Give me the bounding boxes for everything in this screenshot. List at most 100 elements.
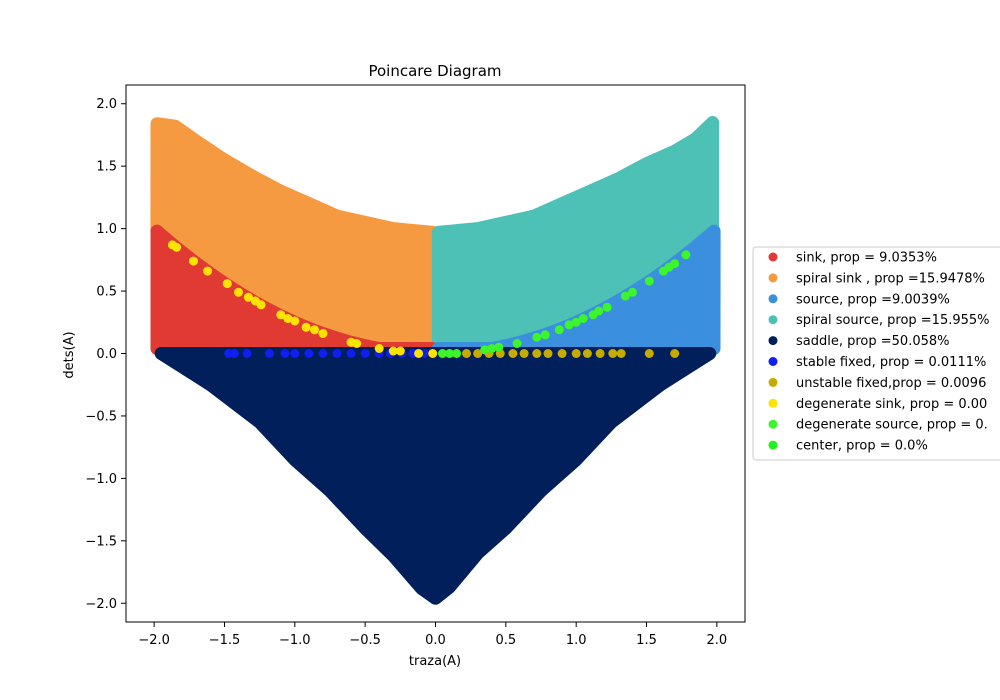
degenerate-sink-point (276, 310, 286, 320)
degenerate-sink-point (256, 300, 266, 310)
degenerate-source-point (681, 250, 691, 260)
legend-marker (768, 398, 778, 408)
stable-fixed-point (332, 349, 342, 358)
legend-marker (768, 294, 778, 304)
legend-frame (752, 246, 1000, 461)
degenerate-source-point (532, 332, 542, 342)
degenerate-source-point (512, 339, 522, 348)
degenerate-source-point (438, 349, 447, 358)
y-tick-label: 0.5 (96, 285, 117, 300)
degenerate-source-point (594, 306, 604, 316)
degenerate-sink-point (352, 339, 362, 348)
degenerate-sink-point (395, 346, 405, 356)
degenerate-source-point (445, 349, 455, 358)
degenerate-source-point (628, 287, 637, 297)
x-tick-label: 1.0 (566, 633, 587, 648)
degenerate-source-point (602, 302, 612, 312)
y-tick-label: −0.5 (85, 409, 117, 424)
x-tick-label: −1.5 (209, 633, 241, 648)
legend-label: degenerate source, prop = 0. (796, 418, 988, 433)
degenerate-sink-point (203, 266, 213, 276)
stable-fixed-point (346, 349, 356, 358)
x-tick-label: −1.0 (279, 633, 311, 648)
degenerate-sink-point (222, 279, 232, 289)
degenerate-sink-point (310, 325, 319, 335)
legend-label: source, prop =9.0039% (796, 292, 950, 307)
y-axis-label: dets(A) (62, 331, 77, 378)
unstable-fixed-point (616, 349, 626, 358)
legend-label: unstable fixed,prop = 0.0096 (796, 376, 986, 391)
unstable-fixed-point (462, 349, 471, 358)
y-tick-label: −1.5 (85, 534, 117, 549)
degenerate-sink-point (318, 329, 328, 338)
unstable-fixed-point (557, 349, 567, 358)
y-tick-label: 0.0 (96, 347, 117, 362)
chart-title: Poincare Diagram (368, 62, 501, 80)
y-axis: −2.0 −1.5 −1.0 −0.5 0.0 0.5 1.0 1.5 2.0 (85, 97, 126, 612)
unstable-fixed-point (543, 349, 553, 358)
degenerate-sink-point (234, 287, 243, 297)
stable-fixed-point (265, 349, 274, 358)
degenerate-source-point (620, 291, 630, 301)
degenerate-sink-point (388, 346, 398, 356)
unstable-fixed-point (473, 349, 483, 358)
degenerate-source-point (554, 325, 564, 335)
stable-fixed-point (290, 349, 300, 358)
legend-marker (768, 357, 778, 366)
x-axis: −2.0 −1.5 −1.0 −0.5 0.0 0.5 1.0 1.5 2.0 (138, 622, 727, 648)
x-tick-label: 2.0 (707, 633, 728, 648)
degenerate-source-point (480, 345, 490, 355)
degenerate-source-point (487, 344, 497, 353)
stable-fixed-point (360, 349, 370, 358)
degenerate-sink-point (428, 349, 438, 358)
unstable-fixed-point (644, 349, 654, 358)
stable-fixed-point (304, 349, 314, 358)
legend-marker (768, 377, 778, 387)
unstable-fixed-point (582, 349, 592, 358)
unstable-fixed-point (608, 349, 618, 358)
degenerate-sink-point (172, 242, 182, 252)
degenerate-sink-point (189, 256, 198, 266)
legend-label: saddle, prop =50.058% (796, 334, 950, 349)
x-tick-label: 1.5 (636, 633, 657, 648)
degenerate-sink-point (243, 292, 253, 302)
degenerate-sink-point (283, 314, 293, 323)
legend-marker (768, 336, 778, 346)
degenerate-sink-point (301, 322, 311, 332)
scatter-points (167, 240, 691, 358)
legend-label: spiral source, prop =15.955% (796, 313, 990, 328)
stable-fixed-point (229, 349, 239, 358)
legend-marker (768, 315, 778, 325)
legend-marker (768, 419, 778, 429)
legend-label: center, prop = 0.0% (796, 439, 928, 454)
stable-fixed-point (318, 349, 328, 358)
unstable-fixed-point (595, 349, 605, 358)
stable-fixed-point (242, 349, 252, 358)
unstable-fixed-point (670, 349, 680, 358)
x-tick-label: −2.0 (138, 633, 170, 648)
degenerate-source-point (540, 330, 550, 340)
degenerate-source-point (564, 320, 574, 330)
unstable-fixed-point (571, 349, 581, 358)
x-axis-label: traza(A) (409, 654, 461, 669)
unstable-fixed-point (508, 349, 518, 358)
unstable-fixed-point (532, 349, 542, 358)
degenerate-source-point (452, 349, 462, 358)
degenerate-source-point (571, 317, 581, 327)
stable-fixed-point (280, 349, 290, 358)
scatter-regions (150, 116, 721, 605)
legend-marker (768, 252, 778, 262)
degenerate-sink-point (290, 316, 300, 326)
unstable-fixed-point (519, 349, 529, 358)
legend: sink, prop = 9.0353% spiral sink , prop =… (752, 246, 1000, 461)
x-tick-label: 0.0 (425, 633, 446, 648)
legend-label: sink, prop = 9.0353% (796, 251, 937, 266)
legend-marker (768, 440, 778, 450)
y-tick-label: 1.5 (96, 160, 117, 175)
degenerate-sink-point (414, 349, 424, 358)
degenerate-source-point (578, 314, 588, 323)
degenerate-source-point (670, 259, 680, 269)
x-tick-label: −0.5 (349, 633, 381, 648)
y-tick-label: −1.0 (85, 472, 117, 487)
